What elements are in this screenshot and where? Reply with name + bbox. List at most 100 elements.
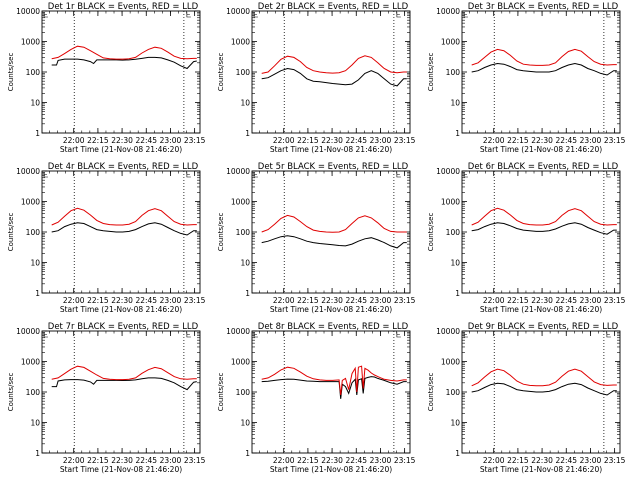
x-tick-label: 22:30	[111, 296, 133, 305]
x-tick-label: 22:00	[273, 296, 295, 305]
series-line-events	[261, 235, 407, 249]
x-tick-label: 23:00	[370, 456, 392, 465]
x-axis-label: Start Time (21-Nov-08 21:46:20)	[60, 145, 182, 154]
x-tick-label: 22:00	[63, 456, 85, 465]
y-tick-label: 100	[236, 388, 251, 397]
corner-marker-icon	[606, 332, 611, 338]
y-tick-label: 10000	[436, 327, 460, 336]
x-tick-label: 22:45	[555, 456, 577, 465]
x-axis-label: Start Time (21-Nov-08 21:46:20)	[270, 145, 392, 154]
chart-title: Det 5r BLACK = Events, RED = LLD	[258, 162, 409, 172]
y-tick-label: 10	[240, 259, 250, 268]
plot-frame	[251, 330, 411, 454]
chart-title: Det 1r BLACK = Events, RED = LLD	[48, 2, 199, 12]
y-tick-label: 10	[450, 259, 460, 268]
corner-marker-icon	[396, 332, 401, 338]
x-tick-label: 22:00	[483, 136, 505, 145]
x-tick-label: 22:15	[507, 296, 529, 305]
x-tick-label: 22:00	[63, 296, 85, 305]
plot-frame	[251, 10, 411, 134]
x-tick-label: 23:00	[160, 136, 182, 145]
y-tick-label: 10	[30, 99, 40, 108]
y-axis-label: Counts/sec	[217, 213, 225, 252]
y-axis-label: Counts/sec	[7, 213, 15, 252]
x-axis-label: Start Time (21-Nov-08 21:46:20)	[60, 465, 182, 474]
chart-title: Det 7r BLACK = Events, RED = LLD	[48, 322, 199, 332]
plot-frame	[41, 330, 201, 454]
chart-title: Det 6r BLACK = Events, RED = LLD	[468, 162, 619, 172]
y-tick-label: 1	[35, 449, 40, 458]
corner-marker-icon	[43, 332, 48, 338]
x-axis-label: Start Time (21-Nov-08 21:46:20)	[270, 465, 392, 474]
x-tick-label: 22:15	[87, 136, 109, 145]
x-tick-label: 22:30	[531, 456, 553, 465]
corner-marker-icon	[606, 172, 611, 178]
y-tick-label: 1000	[231, 358, 250, 367]
corner-marker-icon	[463, 332, 468, 338]
x-tick-label: 22:15	[297, 296, 319, 305]
plot-frame	[461, 170, 621, 294]
series-line-events	[471, 382, 617, 396]
x-axis-label: Start Time (21-Nov-08 21:46:20)	[270, 305, 392, 314]
series-line-lld	[51, 365, 197, 381]
x-tick-label: 23:15	[184, 456, 206, 465]
chart-title: Det 9r BLACK = Events, RED = LLD	[468, 322, 619, 332]
x-axis-label: Start Time (21-Nov-08 21:46:20)	[480, 145, 602, 154]
x-tick-label: 22:00	[273, 456, 295, 465]
series-line-lld	[261, 365, 407, 396]
series-line-lld	[471, 207, 617, 226]
y-tick-label: 1000	[21, 38, 40, 47]
y-tick-label: 100	[26, 68, 41, 77]
y-tick-label: 100	[236, 68, 251, 77]
x-tick-label: 22:45	[345, 296, 367, 305]
y-axis-label: Counts/sec	[217, 53, 225, 92]
x-axis-label: Start Time (21-Nov-08 21:46:20)	[480, 465, 602, 474]
y-tick-label: 10000	[16, 7, 40, 16]
y-tick-label: 100	[446, 228, 461, 237]
x-tick-label: 22:15	[507, 136, 529, 145]
series-line-events	[261, 67, 407, 87]
y-tick-label: 10000	[226, 7, 250, 16]
x-tick-label: 22:30	[531, 136, 553, 145]
series-line-lld	[51, 207, 197, 226]
x-axis-label: Start Time (21-Nov-08 21:46:20)	[480, 305, 602, 314]
x-tick-label: 23:15	[184, 296, 206, 305]
chart-panel-8: Det 8r BLACK = Events, RED = LLD Counts/s…	[217, 322, 416, 474]
x-tick-label: 23:00	[580, 456, 602, 465]
x-tick-label: 23:15	[394, 296, 416, 305]
y-tick-label: 1000	[441, 198, 460, 207]
chart-panel-6: Det 6r BLACK = Events, RED = LLD Counts/s…	[427, 162, 626, 314]
y-tick-label: 1000	[231, 198, 250, 207]
series-line-lld	[261, 55, 407, 74]
x-tick-label: 22:15	[297, 456, 319, 465]
x-tick-label: 23:15	[394, 136, 416, 145]
x-tick-label: 22:30	[111, 456, 133, 465]
series-line-events	[471, 222, 617, 235]
x-tick-label: 22:00	[63, 136, 85, 145]
y-tick-label: 10000	[436, 167, 460, 176]
x-tick-label: 23:00	[370, 136, 392, 145]
chart-title: Det 2r BLACK = Events, RED = LLD	[258, 2, 409, 12]
x-tick-label: 22:45	[555, 136, 577, 145]
y-tick-label: 1000	[231, 38, 250, 47]
y-tick-label: 10	[30, 259, 40, 268]
x-tick-label: 23:15	[604, 296, 626, 305]
y-tick-label: 10000	[226, 327, 250, 336]
y-tick-label: 10	[240, 419, 250, 428]
plot-frame	[461, 10, 621, 134]
y-tick-label: 1000	[441, 358, 460, 367]
corner-marker-icon	[396, 12, 401, 18]
x-tick-label: 22:15	[87, 456, 109, 465]
corner-marker-icon	[186, 12, 191, 18]
y-tick-label: 1	[245, 449, 250, 458]
y-tick-label: 10	[30, 419, 40, 428]
x-tick-label: 22:45	[345, 136, 367, 145]
x-tick-label: 22:45	[135, 456, 157, 465]
series-line-events	[261, 376, 407, 399]
chart-panel-7: Det 7r BLACK = Events, RED = LLD Counts/s…	[7, 322, 206, 474]
y-tick-label: 1000	[21, 358, 40, 367]
y-tick-label: 10000	[226, 167, 250, 176]
x-tick-label: 22:15	[87, 296, 109, 305]
